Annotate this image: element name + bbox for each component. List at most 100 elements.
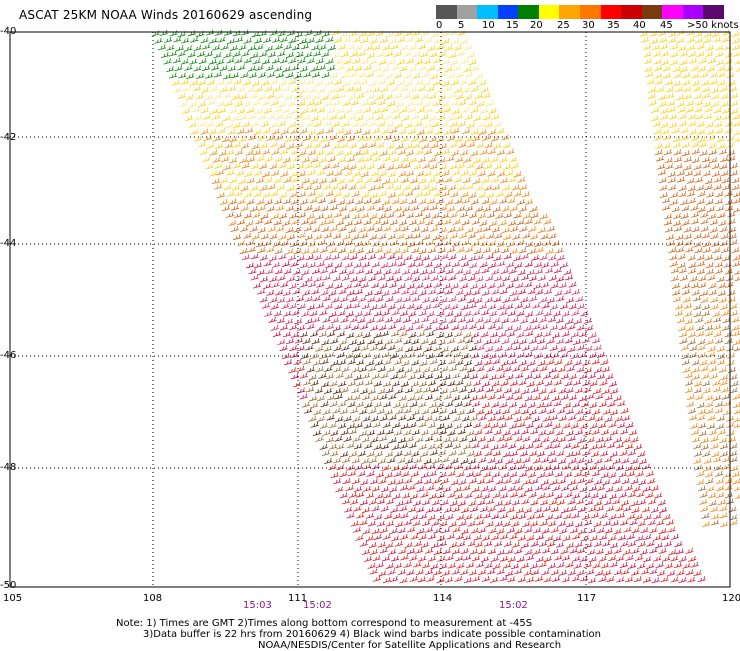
wind-barb: [574, 521, 583, 528]
wind-barb: [520, 562, 530, 569]
wind-barb: [242, 100, 251, 107]
wind-barb: [486, 192, 495, 199]
wind-barb: [338, 113, 347, 120]
wind-barb: [654, 149, 663, 156]
wind-barb: [502, 521, 511, 528]
wind-barb: [330, 360, 339, 367]
wind-barb: [444, 176, 453, 183]
wind-barb: [551, 332, 561, 339]
wind-barb: [584, 345, 593, 352]
wind-barb: [325, 373, 334, 380]
wind-barb: [451, 568, 460, 575]
wind-barb: [372, 197, 381, 204]
wind-barb: [377, 78, 387, 85]
wind-barb: [261, 79, 270, 86]
wind-barb: [694, 176, 704, 183]
wind-barb: [699, 149, 708, 156]
wind-barb: [525, 554, 534, 561]
wind-barb: [435, 87, 444, 94]
wind-barb: [727, 155, 736, 162]
wind-barb: [532, 302, 541, 309]
wind-barb: [704, 324, 713, 331]
wind-barb: [333, 366, 342, 373]
wind-barb: [433, 262, 442, 269]
wind-barb: [696, 479, 705, 486]
wind-barb: [419, 513, 428, 520]
wind-barb: [261, 99, 270, 106]
wind-barb: [528, 295, 537, 302]
wind-barb: [463, 310, 472, 317]
wind-barb: [696, 254, 705, 261]
wind-barb: [470, 150, 479, 157]
wind-barb: [391, 444, 400, 451]
wind-barb: [721, 324, 730, 331]
wind-barb: [556, 450, 565, 457]
wind-barb: [310, 156, 319, 163]
wind-barb: [583, 386, 592, 393]
wind-barb: [468, 477, 478, 484]
wind-barb: [521, 344, 531, 351]
wind-barb: [464, 113, 473, 120]
wind-barb: [354, 108, 363, 115]
wind-barb: [458, 79, 468, 86]
wind-barb: [467, 540, 476, 547]
wind-barb: [223, 164, 232, 171]
wind-barb: [620, 519, 629, 526]
wind-barb: [415, 323, 424, 330]
wind-barb: [559, 527, 568, 534]
wind-barb: [412, 72, 421, 79]
wind-barb: [468, 79, 477, 86]
wind-barb: [500, 492, 509, 499]
wind-barb: [429, 163, 438, 170]
wind-barb: [394, 122, 403, 129]
wind-barb: [463, 381, 472, 388]
wind-barb: [573, 318, 583, 325]
wind-barb: [451, 149, 460, 156]
wind-barb: [241, 162, 250, 169]
wind-barb: [296, 324, 306, 331]
wind-barb: [627, 540, 637, 547]
wind-barb: [733, 346, 740, 352]
wind-barb: [355, 115, 364, 122]
wind-barb: [349, 51, 359, 58]
wind-barb: [381, 128, 390, 135]
wind-barb: [423, 324, 432, 331]
wind-barb: [443, 506, 453, 513]
wind-barb: [686, 325, 695, 332]
wind-barb: [429, 449, 438, 456]
wind-barb: [552, 310, 561, 317]
wind-barb: [415, 436, 424, 443]
wind-barb: [522, 521, 531, 528]
wind-barb: [439, 275, 448, 282]
wind-barb: [663, 149, 672, 156]
wind-barb: [237, 218, 246, 225]
wind-barb: [455, 93, 464, 100]
wind-barb: [513, 325, 522, 332]
wind-barb: [430, 407, 440, 414]
wind-barb: [458, 275, 467, 282]
wind-barb: [633, 576, 642, 583]
wind-barb: [352, 170, 362, 177]
wind-barb: [509, 471, 518, 478]
wind-barb: [317, 239, 327, 246]
wind-barb: [433, 190, 442, 197]
wind-barb: [575, 296, 584, 303]
wind-barb: [496, 435, 505, 442]
wind-barb: [688, 555, 697, 562]
wind-barb: [600, 429, 610, 436]
wind-barb: [447, 92, 456, 99]
wind-barb: [336, 464, 345, 471]
wind-barb: [316, 416, 325, 423]
wind-barb: [364, 268, 374, 275]
wind-barb: [383, 225, 392, 232]
wind-barb: [701, 512, 710, 519]
wind-barb: [442, 106, 451, 113]
wind-barb: [496, 281, 505, 288]
wind-barb: [493, 121, 502, 128]
wind-barb: [458, 99, 467, 106]
wind-barb: [314, 233, 323, 240]
wind-barb: [327, 64, 336, 71]
wind-barb: [411, 359, 420, 366]
wind-barb: [614, 569, 623, 576]
wind-barb: [189, 101, 198, 108]
